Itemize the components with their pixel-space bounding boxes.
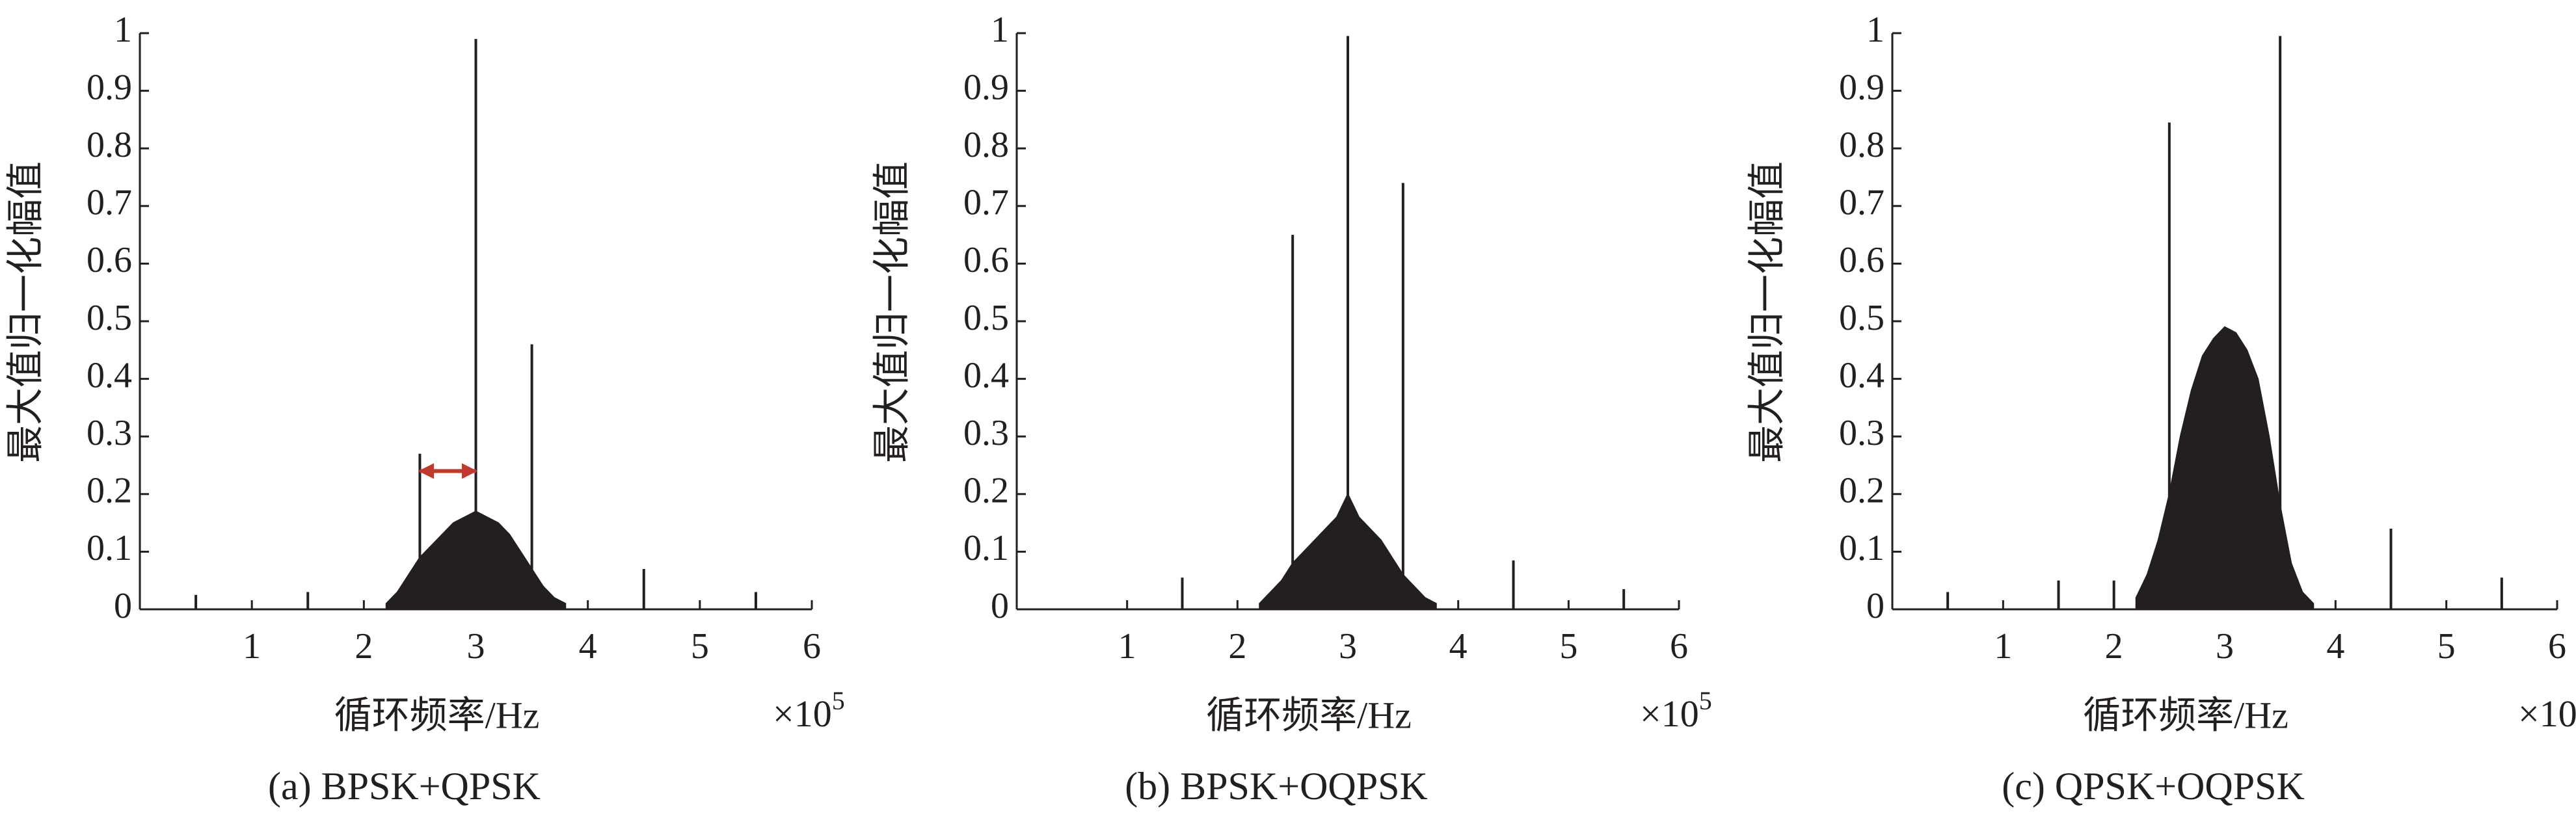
y-tick-label: 0.3 <box>1839 413 1885 453</box>
y-tick-label: 0.1 <box>963 528 1009 568</box>
x-scale-exponent: 5 <box>1699 686 1712 715</box>
x-axis-label: 循环频率/Hz <box>334 694 540 736</box>
y-tick-label: 0.4 <box>963 355 1009 395</box>
y-tick-label: 0.2 <box>963 471 1009 511</box>
x-scale-base: ×10 <box>2518 693 2576 735</box>
x-scale: ×105 <box>1640 686 1712 735</box>
y-tick-label: 0 <box>1866 586 1885 626</box>
y-tick-label: 0.9 <box>1839 67 1885 107</box>
caption: (c) QPSK+OQPSK <box>2002 765 2305 808</box>
x-tick-label: 2 <box>355 626 373 667</box>
y-tick-label: 0.9 <box>963 67 1009 107</box>
x-tick-label: 1 <box>243 626 261 667</box>
caption: (a) BPSK+QPSK <box>268 765 541 808</box>
x-tick-label: 4 <box>2326 626 2344 667</box>
y-tick-label: 0 <box>114 586 132 626</box>
y-tick-label: 0.5 <box>1839 298 1885 338</box>
y-tick-label: 0.8 <box>963 125 1009 165</box>
y-tick-label: 0.2 <box>1839 471 1885 511</box>
x-tick-label: 1 <box>1994 626 2012 667</box>
panel: 0 0.1 0.2 0.3 0.4 0.5 0.6 0.7 0.8 0.9 1 1 2 3 4 5 6 最大值归一… <box>1745 10 2576 808</box>
y-tick-label: 0.9 <box>87 67 132 107</box>
y-tick-label: 0.3 <box>87 413 132 453</box>
x-tick-label: 6 <box>803 626 821 667</box>
x-tick-label: 2 <box>2105 626 2123 667</box>
y-tick-label: 0.4 <box>1839 355 1885 395</box>
y-tick-label: 0.6 <box>1839 240 1885 280</box>
x-tick-label: 4 <box>1449 626 1468 667</box>
x-tick-label: 5 <box>1559 626 1577 667</box>
y-axis-label: 最大值归一化幅值 <box>1745 161 1788 463</box>
noise-hump <box>2135 326 2314 610</box>
panel: 00.10.20.30.40.50.60.70.80.911 2 3 4 5 6最大值归一… <box>4 10 844 808</box>
x-scale-base: ×10 <box>1640 693 1699 735</box>
y-tick-label: 0.6 <box>87 240 132 280</box>
y-tick-label: 1 <box>114 10 132 50</box>
y-tick-label: 0.8 <box>1839 125 1885 165</box>
x-tick-label: 3 <box>1339 626 1357 667</box>
y-tick-label: 0.7 <box>87 183 132 223</box>
y-axis-label: 最大值归一化幅值 <box>4 161 46 463</box>
y-axis-label: 最大值归一化幅值 <box>870 161 913 463</box>
y-tick-label: 1 <box>1866 10 1885 50</box>
caption: (b) BPSK+OQPSK <box>1125 765 1428 808</box>
x-tick-label: 5 <box>691 626 709 667</box>
y-tick-label: 0.7 <box>963 183 1009 223</box>
y-tick-label: 0 <box>991 586 1009 626</box>
x-scale-base: ×10 <box>773 693 832 735</box>
y-tick-label: 0.7 <box>1839 183 1885 223</box>
x-tick-label: 3 <box>467 626 485 667</box>
y-tick-label: 0.1 <box>87 528 132 568</box>
x-axis-label: 循环频率/Hz <box>2083 694 2288 736</box>
x-tick-label: 3 <box>2216 626 2234 667</box>
x-tick-label: 6 <box>1670 626 1688 667</box>
x-scale: ×105 <box>773 686 845 735</box>
y-tick-label: 0.5 <box>963 298 1009 338</box>
x-tick-label: 4 <box>579 626 597 667</box>
x-scale: ×105 <box>2518 686 2576 735</box>
y-tick-label: 0.6 <box>963 240 1009 280</box>
x-tick-label: 2 <box>1228 626 1246 667</box>
y-tick-label: 0.3 <box>963 413 1009 453</box>
x-axis-label: 循环频率/Hz <box>1206 694 1412 736</box>
panel: 00.10.20.30.40.50.60.70.80.911 2 3 4 5 6最大值归一… <box>870 10 1711 808</box>
y-tick-label: 0.2 <box>87 471 132 511</box>
x-tick-label: 1 <box>1118 626 1136 667</box>
y-tick-label: 0.8 <box>87 125 132 165</box>
y-tick-label: 0.5 <box>87 298 132 338</box>
x-tick-label: 5 <box>2437 626 2456 667</box>
y-tick-label: 0.1 <box>1839 528 1885 568</box>
y-tick-label: 0.4 <box>87 355 132 395</box>
y-tick-label: 1 <box>991 10 1009 50</box>
x-tick-label: 6 <box>2548 626 2566 667</box>
x-scale-exponent: 5 <box>832 686 845 715</box>
